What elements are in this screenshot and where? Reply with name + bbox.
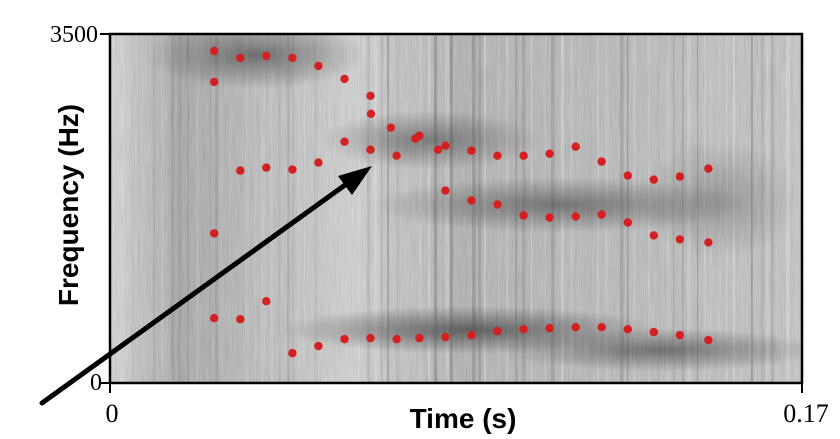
formant-point — [467, 330, 476, 340]
formant-point — [340, 334, 349, 344]
formant-point — [571, 323, 580, 332]
formant-point — [649, 327, 658, 337]
formant-point — [392, 151, 401, 160]
formant-point — [210, 46, 219, 56]
x-axis: 0 0.17 Time (s) — [106, 383, 829, 434]
formant-point — [392, 334, 401, 344]
formant-point — [236, 53, 245, 63]
formant-point — [415, 333, 424, 343]
formant-point — [519, 151, 528, 160]
formant-point — [467, 146, 476, 155]
annotation-arrow — [39, 166, 372, 406]
formant-point — [571, 212, 580, 221]
x-axis-title: Time (s) — [410, 403, 517, 434]
formant-point — [675, 330, 685, 340]
x-tick-label-start: 0 — [106, 399, 119, 428]
formant-point — [623, 171, 632, 180]
formant-point — [597, 157, 606, 166]
formant-point — [366, 333, 375, 343]
formant-point — [288, 348, 297, 358]
y-axis: 3500 0 Frequency (Hz) — [50, 22, 110, 396]
x-tick-label-end: 0.17 — [783, 399, 829, 428]
y-tick-label-top: 3500 — [50, 22, 98, 48]
formant-point — [366, 109, 376, 119]
y-axis-title: Frequency (Hz) — [53, 104, 84, 306]
formant-point — [493, 151, 502, 160]
formant-point — [210, 314, 219, 323]
formant-point — [519, 211, 528, 220]
formant-point — [493, 200, 502, 209]
formant-point — [210, 77, 219, 87]
formant-point — [441, 141, 450, 150]
formant-point — [366, 145, 375, 154]
formant-point — [545, 324, 554, 333]
formant-point — [314, 158, 323, 167]
y-tick-label-bottom: 0 — [90, 370, 102, 396]
formant-point — [623, 325, 632, 334]
formant-point — [262, 297, 271, 306]
formant-point — [519, 325, 528, 334]
formant-point — [433, 145, 443, 154]
formant-point — [649, 231, 658, 240]
formant-point — [675, 235, 685, 244]
formant-point — [314, 61, 323, 71]
formant-point — [623, 218, 632, 227]
formant-point — [386, 123, 396, 132]
formant-point — [704, 238, 713, 247]
formant-point — [314, 341, 323, 351]
formant-point — [675, 172, 685, 181]
formant-point — [288, 53, 297, 63]
formant-point — [340, 137, 349, 146]
formant-point — [597, 210, 606, 219]
formant-track-markers — [210, 46, 713, 358]
formant-point — [366, 91, 375, 101]
formant-point — [236, 166, 245, 175]
formant-point — [571, 142, 580, 151]
formant-point — [441, 186, 450, 195]
formant-point — [545, 213, 554, 222]
formant-point — [597, 323, 606, 332]
formant-point — [649, 175, 658, 184]
formant-point — [704, 164, 713, 173]
formant-point — [704, 335, 713, 345]
formant-point — [236, 315, 245, 324]
formant-point — [262, 51, 271, 61]
formant-point — [545, 149, 554, 158]
plot-frame — [108, 32, 804, 385]
formant-point — [340, 74, 349, 84]
formant-point — [262, 163, 271, 172]
formant-point — [467, 196, 476, 205]
formant-point — [415, 131, 424, 140]
formant-point — [210, 229, 219, 238]
formant-point — [288, 165, 297, 174]
formant-point — [441, 332, 450, 342]
spectrogram-image — [110, 34, 802, 383]
formant-point — [493, 326, 502, 336]
